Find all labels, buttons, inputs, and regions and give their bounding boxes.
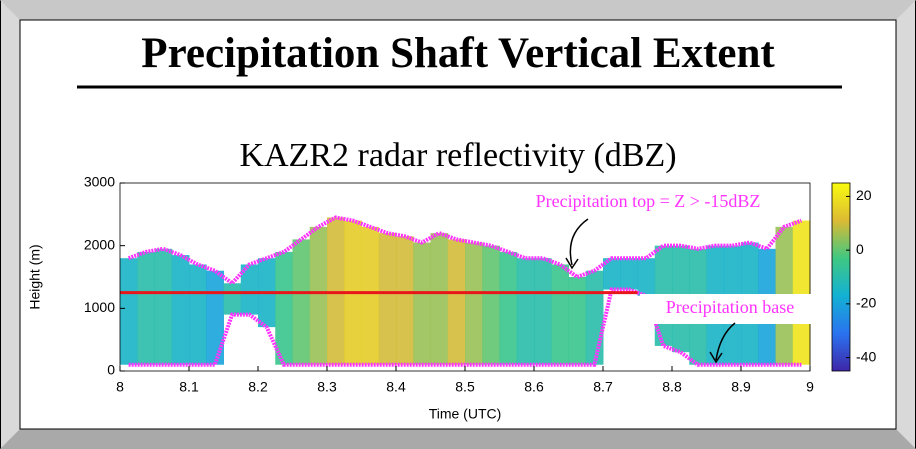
chart: Precipitation Shaft Vertical Extent KAZR…	[0, 0, 916, 449]
reflectivity-column	[569, 277, 587, 365]
reflectivity-column	[137, 252, 155, 365]
y-axis-label: Height (m)	[27, 244, 43, 309]
y-tick-label: 3000	[84, 174, 115, 190]
reflectivity-column	[500, 252, 518, 365]
chart-title: KAZR2 radar reflectivity (dBZ)	[239, 137, 676, 174]
reflectivity-column	[293, 239, 311, 364]
colorbar	[832, 183, 850, 371]
x-tick-label: 9	[806, 379, 814, 395]
y-tick-label: 1000	[84, 299, 115, 315]
reflectivity-column	[155, 249, 173, 365]
x-tick-label: 8.2	[248, 379, 268, 395]
reflectivity-column	[448, 239, 466, 364]
reflectivity-column	[586, 271, 604, 365]
reflectivity-column	[224, 283, 242, 314]
slide: Precipitation Shaft Vertical Extent KAZR…	[0, 0, 916, 449]
y-tick-label: 0	[107, 362, 115, 378]
bevel	[0, 0, 916, 20]
reflectivity-column	[482, 246, 500, 365]
reflectivity-column	[638, 258, 656, 296]
x-tick-label: 8.8	[662, 379, 682, 395]
reflectivity-column	[206, 271, 224, 365]
reflectivity-column	[396, 236, 414, 364]
y-tick-label: 2000	[84, 236, 115, 252]
reflectivity-column	[793, 221, 811, 365]
x-tick-label: 8.3	[317, 379, 337, 395]
reflectivity-column	[534, 258, 552, 365]
reflectivity-column	[120, 258, 138, 365]
slide-title: Precipitation Shaft Vertical Extent	[141, 30, 775, 77]
reflectivity-column	[413, 243, 431, 365]
colorbar-tick-label: -20	[856, 295, 876, 311]
x-tick-label: 8.6	[524, 379, 544, 395]
colorbar-tick-label: -40	[856, 348, 876, 364]
reflectivity-column	[379, 233, 397, 365]
x-tick-label: 8.5	[455, 379, 475, 395]
x-axis-label: Time (UTC)	[429, 406, 502, 422]
reflectivity-column	[327, 217, 345, 364]
reflectivity-column	[362, 227, 380, 365]
reflectivity-column	[465, 243, 483, 365]
reflectivity-column	[551, 264, 569, 364]
x-tick-label: 8.1	[179, 379, 199, 395]
reflectivity-column	[431, 233, 449, 365]
reflectivity-column	[620, 258, 638, 289]
bevel	[0, 429, 916, 449]
panel	[20, 20, 896, 429]
annotation: Precipitation top = Z > -15dBZ	[536, 191, 761, 211]
annotation: Precipitation base	[666, 297, 794, 317]
colorbar-tick-label: 20	[856, 187, 872, 203]
reflectivity-column	[189, 264, 207, 364]
colorbar-tick-label: 0	[856, 241, 864, 257]
x-tick-label: 8.7	[593, 379, 613, 395]
x-tick-label: 8	[116, 379, 124, 395]
reflectivity-column	[517, 258, 535, 365]
reflectivity-column	[310, 227, 328, 365]
x-tick-label: 8.4	[386, 379, 406, 395]
x-tick-label: 8.9	[731, 379, 751, 395]
reflectivity-column	[172, 255, 190, 365]
